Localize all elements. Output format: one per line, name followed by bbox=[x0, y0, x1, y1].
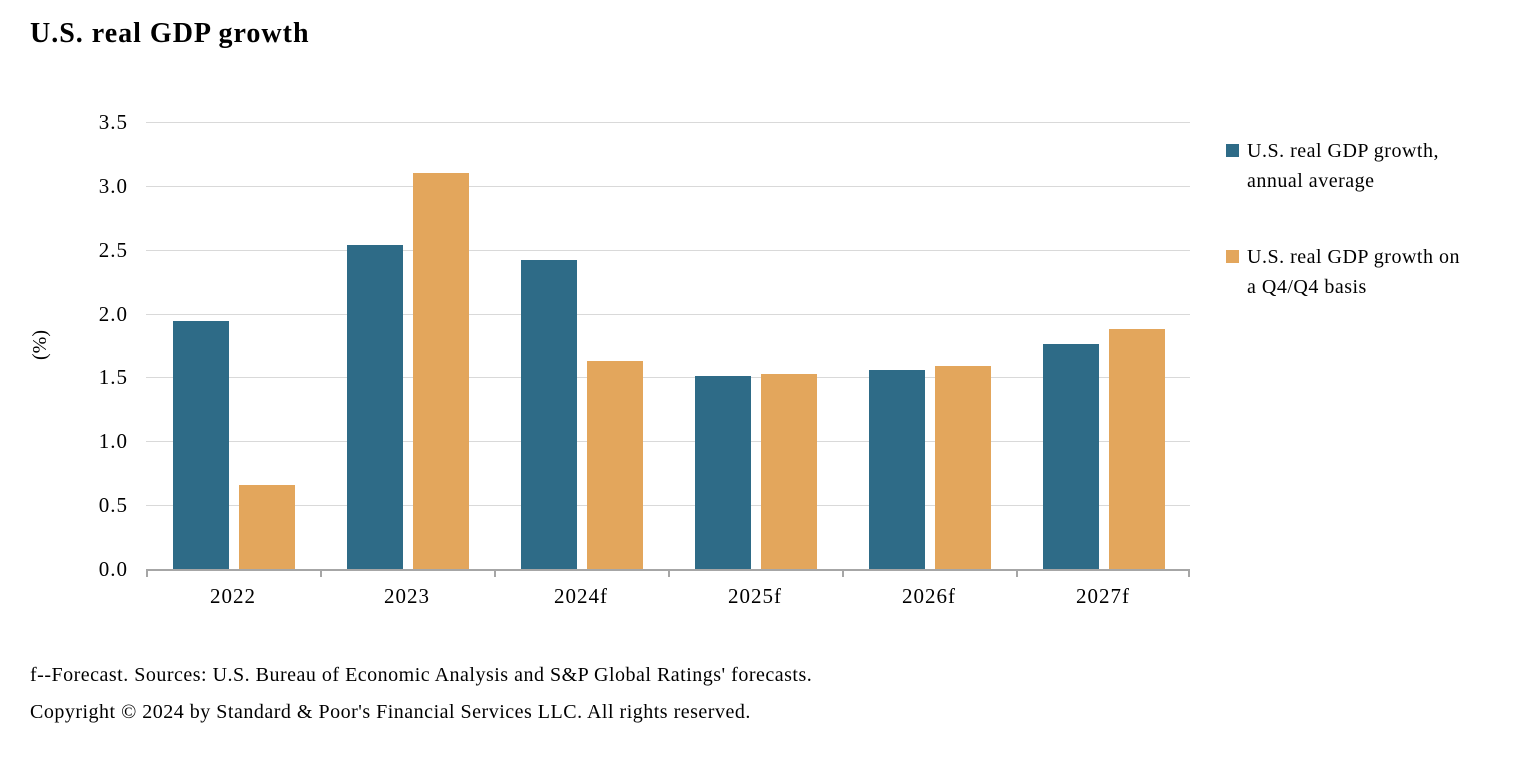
x-tick-label-2025f: 2025f bbox=[728, 584, 782, 608]
gridline-1.5 bbox=[146, 377, 1190, 379]
x-tick-label-2023: 2023 bbox=[384, 584, 430, 608]
x-axis-tick bbox=[146, 569, 148, 577]
y-tick-label-2.0: 2.0 bbox=[98, 301, 128, 326]
legend-entry-q4-q4: U.S. real GDP growth on a Q4/Q4 basis bbox=[1226, 242, 1528, 302]
y-tick-label-1.0: 1.0 bbox=[98, 429, 128, 454]
footer: f--Forecast. Sources: U.S. Bureau of Eco… bbox=[30, 664, 812, 738]
y-tick-label-1.5: 1.5 bbox=[98, 365, 128, 390]
x-tick-label-2024f: 2024f bbox=[554, 584, 608, 608]
legend-swatch-icon bbox=[1226, 250, 1239, 263]
y-tick-label-0.5: 0.5 bbox=[98, 493, 128, 518]
legend-label: U.S. real GDP growth, annual average bbox=[1247, 140, 1439, 192]
source-note: f--Forecast. Sources: U.S. Bureau of Eco… bbox=[30, 664, 813, 686]
bar-2023-q4-q4 bbox=[413, 173, 469, 569]
bar-2027f-q4-q4 bbox=[1109, 328, 1165, 569]
copyright-note: Copyright © 2024 by Standard & Poor's Fi… bbox=[30, 701, 751, 723]
gridline-1.0 bbox=[146, 441, 1190, 443]
bar-2027f-annual-average bbox=[1043, 344, 1099, 569]
gridline-2.0 bbox=[146, 313, 1190, 315]
x-axis-tick bbox=[1016, 569, 1018, 577]
x-tick-label-2022: 2022 bbox=[210, 584, 256, 608]
gridline-3.0 bbox=[146, 185, 1190, 187]
bar-2026f-annual-average bbox=[869, 369, 925, 569]
gridline-3.5 bbox=[146, 122, 1190, 123]
legend-swatch-icon bbox=[1226, 144, 1239, 157]
y-tick-label-3.5: 3.5 bbox=[98, 110, 128, 134]
legend-entry-annual-average: U.S. real GDP growth, annual average bbox=[1226, 136, 1528, 196]
x-axis-tick bbox=[320, 569, 322, 577]
bar-2023-annual-average bbox=[347, 244, 403, 569]
x-tick-label-2026f: 2026f bbox=[902, 584, 956, 608]
y-tick-label-3.0: 3.0 bbox=[98, 173, 128, 198]
bar-2024f-annual-average bbox=[521, 259, 577, 569]
gridline-2.5 bbox=[146, 249, 1190, 251]
x-axis-tick bbox=[494, 569, 496, 577]
legend: U.S. real GDP growth, annual average U.S.… bbox=[1226, 136, 1528, 348]
x-axis-tick bbox=[668, 569, 670, 577]
legend-label: U.S. real GDP growth on a Q4/Q4 basis bbox=[1247, 246, 1460, 298]
bar-2025f-q4-q4 bbox=[761, 373, 817, 569]
y-tick-label-0.0: 0.0 bbox=[98, 557, 128, 581]
bar-2022-q4-q4 bbox=[239, 484, 295, 569]
y-tick-label-2.5: 2.5 bbox=[98, 237, 128, 262]
bar-2026f-q4-q4 bbox=[935, 365, 991, 569]
gridline-0.5 bbox=[146, 505, 1190, 507]
x-axis-tick bbox=[1188, 569, 1190, 577]
x-axis-tick bbox=[842, 569, 844, 577]
y-axis: 3.5 3.0 2.5 2.0 1.5 1.0 0.5 0.0 bbox=[0, 110, 128, 581]
plot-area bbox=[146, 122, 1190, 577]
x-tick-label-2027f: 2027f bbox=[1076, 584, 1130, 608]
bar-2022-annual-average bbox=[173, 321, 229, 569]
bar-2025f-annual-average bbox=[695, 376, 751, 569]
chart-title: U.S. real GDP growth bbox=[30, 18, 310, 49]
x-axis-labels: 2022 2023 2024f 2025f 2026f 2027f bbox=[146, 584, 1190, 614]
bar-2024f-q4-q4 bbox=[587, 360, 643, 569]
